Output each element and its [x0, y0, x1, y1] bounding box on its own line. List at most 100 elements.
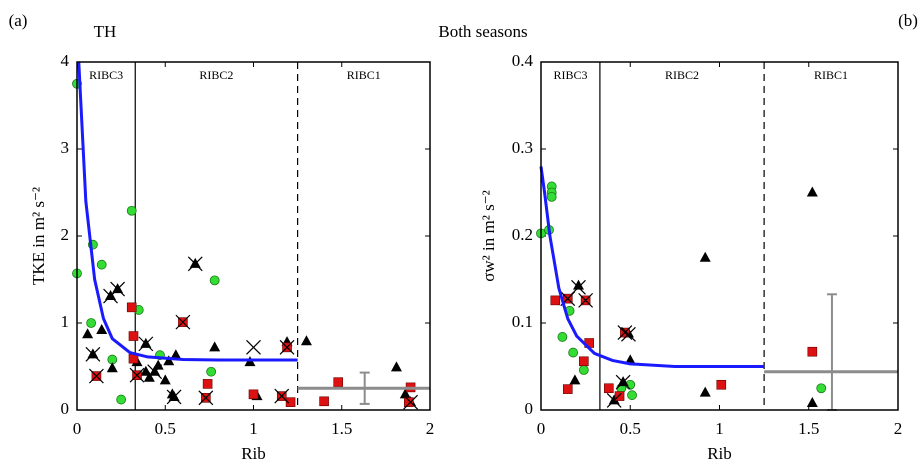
x-point	[129, 367, 145, 383]
triangle-point	[112, 283, 124, 294]
square-point	[562, 384, 573, 394]
square-point	[248, 389, 259, 400]
triangle-point	[617, 376, 629, 387]
triangle-point	[140, 365, 152, 376]
triangle-point	[399, 388, 411, 399]
x-point	[279, 339, 295, 355]
square-point	[126, 302, 137, 313]
x-point	[246, 339, 261, 355]
x-point	[110, 281, 126, 297]
x-tick-label: 0.5	[155, 419, 176, 438]
triangle-point	[572, 279, 584, 290]
x-tick-label: 1.5	[331, 419, 352, 438]
circle-point	[546, 191, 557, 202]
triangle-point	[699, 251, 711, 262]
fit-curve	[539, 166, 765, 368]
circle-point	[568, 347, 579, 358]
fit-curve	[77, 61, 298, 362]
square-point	[614, 391, 625, 401]
y-tick-label: 0.4	[512, 51, 534, 70]
triangle-point	[106, 362, 118, 373]
region-label: RIBC1	[347, 68, 381, 82]
triangle-point	[159, 374, 171, 385]
square-point	[807, 346, 818, 357]
square-point	[579, 356, 589, 367]
triangle-point	[390, 361, 402, 372]
triangle-point	[806, 397, 818, 408]
y-axis-label: σw² in m² s⁻²	[479, 190, 498, 282]
triangle-point	[699, 386, 711, 397]
circle-point	[816, 383, 827, 394]
panel-label: (b)	[898, 11, 918, 30]
y-tick-label: 4	[61, 51, 70, 70]
x-point	[138, 336, 154, 352]
square-point	[716, 379, 727, 390]
x-point	[85, 346, 101, 362]
x-tick-label: 1.5	[798, 419, 819, 438]
region-label: RIBC2	[665, 68, 699, 82]
square-point	[550, 295, 561, 306]
triangle-point	[105, 290, 117, 301]
x-point	[88, 368, 104, 384]
triangle-point	[82, 328, 94, 339]
circle-point	[86, 318, 97, 328]
x-tick-label: 0	[537, 419, 546, 438]
triangle-point	[96, 323, 108, 334]
circle-point	[578, 365, 589, 375]
x-tick-label: 2	[894, 419, 903, 438]
circle-point	[206, 366, 217, 377]
x-point	[615, 374, 631, 390]
x-point	[166, 389, 182, 405]
annotation: TH	[94, 22, 117, 41]
circle-point	[557, 332, 568, 342]
circle-point	[96, 259, 107, 270]
x-point	[147, 364, 163, 380]
x-point	[175, 314, 191, 330]
x-tick-label: 0.5	[620, 419, 641, 438]
y-tick-label: 3	[61, 138, 70, 157]
triangle-point	[140, 337, 152, 348]
x-tick-label: 1	[249, 419, 258, 438]
y-tick-label: 0	[525, 399, 534, 418]
plot-frame	[540, 61, 899, 411]
x-point	[606, 393, 622, 408]
triangle-point	[806, 186, 818, 197]
region-label: RIBC3	[89, 68, 123, 82]
triangle-point	[608, 394, 620, 405]
y-tick-label: 0.1	[512, 312, 533, 331]
x-point	[198, 390, 214, 406]
y-tick-label: 1	[61, 312, 70, 331]
region-label: RIBC2	[199, 68, 233, 82]
triangle-point	[152, 359, 164, 370]
x-point	[274, 388, 290, 404]
x-point	[578, 292, 594, 308]
square-point	[604, 383, 614, 394]
triangle-point	[163, 355, 175, 366]
x-tick-label: 2	[426, 419, 435, 438]
triangle-point	[168, 390, 180, 401]
plot-frame	[76, 61, 431, 411]
y-axis-label: TKE in m² s⁻²	[29, 187, 48, 285]
y-tick-label: 0	[61, 399, 70, 418]
region-label: RIBC1	[814, 68, 848, 82]
x-point	[187, 256, 203, 272]
square-point	[202, 379, 213, 389]
x-tick-label: 0	[73, 419, 82, 438]
region-label: RIBC3	[553, 68, 587, 82]
panel-label: (a)	[9, 11, 28, 30]
circle-point	[209, 275, 220, 286]
y-tick-label: 0.2	[512, 225, 533, 244]
triangle-point	[170, 349, 182, 360]
x-point	[403, 394, 419, 410]
x-tick-label: 1	[715, 419, 724, 438]
triangle-point	[300, 335, 312, 346]
square-point	[404, 397, 414, 407]
y-tick-label: 0.3	[512, 138, 533, 157]
y-tick-label: 2	[61, 225, 70, 244]
circle-point	[627, 390, 637, 401]
circle-point	[126, 205, 137, 216]
circle-point	[116, 394, 127, 405]
x-axis-label: Rib	[241, 444, 266, 463]
